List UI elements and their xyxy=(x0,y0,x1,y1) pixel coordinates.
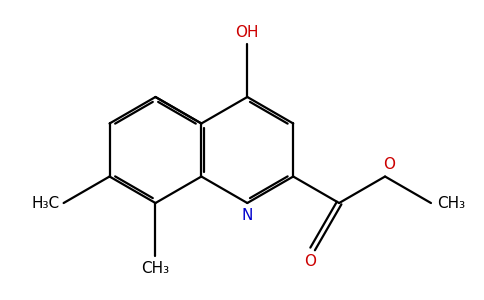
Text: CH₃: CH₃ xyxy=(141,261,169,276)
Text: CH₃: CH₃ xyxy=(438,196,466,211)
Text: O: O xyxy=(304,254,316,269)
Text: N: N xyxy=(242,208,253,223)
Text: OH: OH xyxy=(236,25,259,40)
Text: H₃C: H₃C xyxy=(31,196,60,211)
Text: O: O xyxy=(383,157,395,172)
